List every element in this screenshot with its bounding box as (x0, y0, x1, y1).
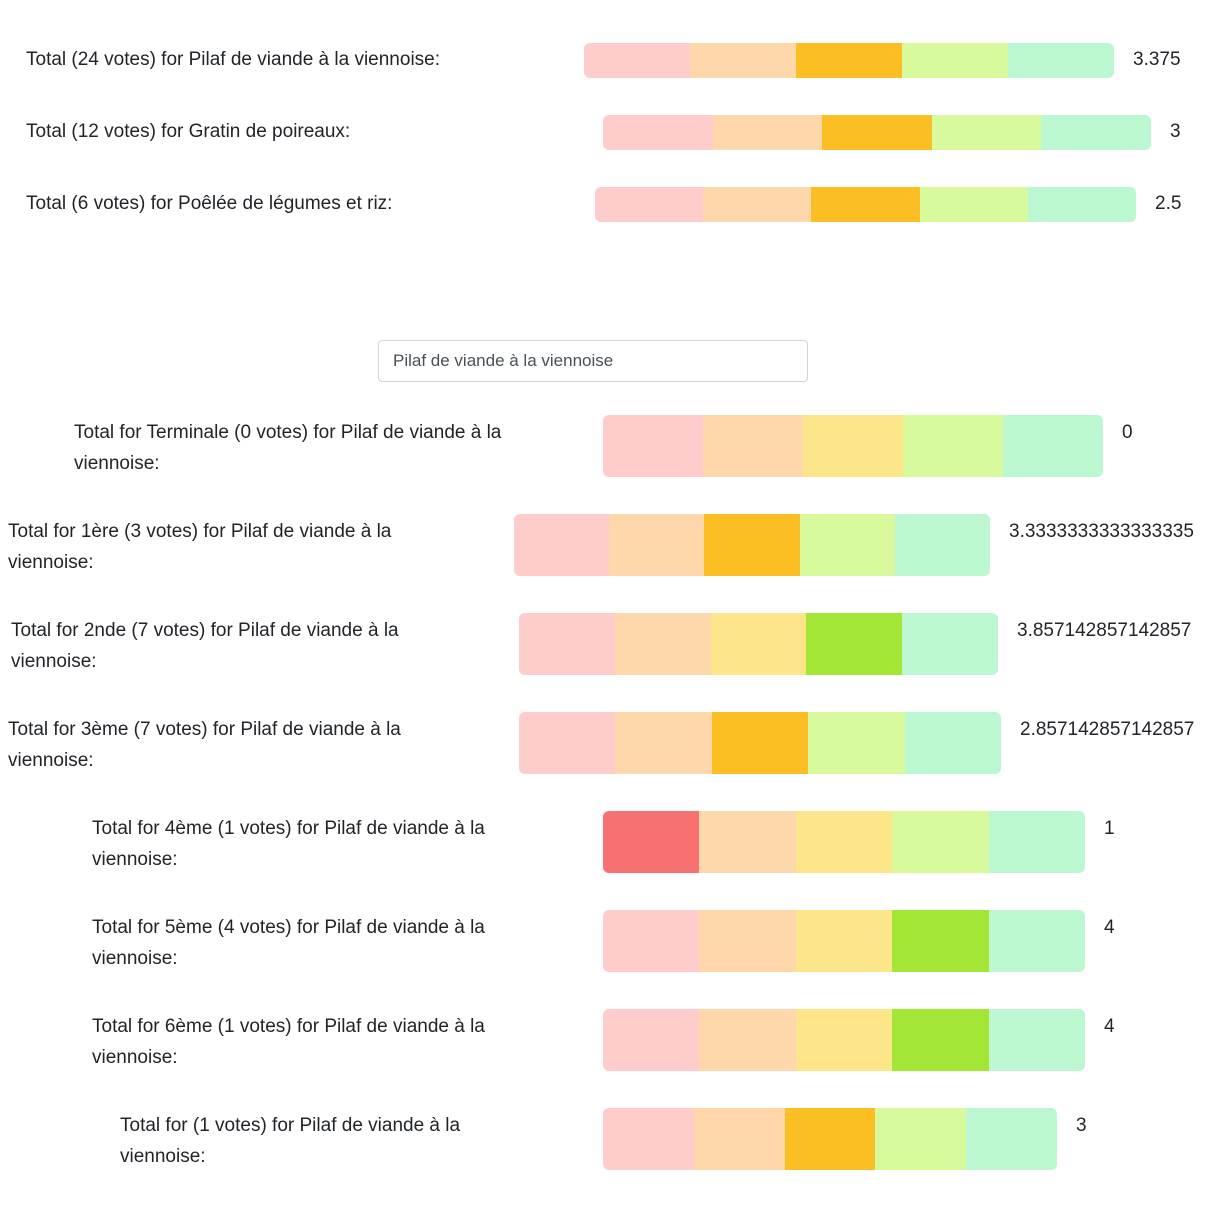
rating-segment (892, 910, 989, 972)
rating-segment (811, 187, 920, 222)
class-total-label: Total for 1ère (3 votes) for Pilaf de vi… (8, 521, 392, 573)
rating-segment (892, 811, 989, 873)
rating-segment (803, 415, 903, 477)
rating-segment (699, 910, 796, 972)
rating-segment (784, 1108, 876, 1170)
class-total-score: 1 (1104, 818, 1115, 839)
rating-segment (808, 712, 905, 774)
rating-segment (603, 1009, 700, 1071)
rating-bar (595, 187, 1136, 222)
rating-segment (712, 115, 823, 150)
rating-segment (931, 115, 1042, 150)
rating-segment (795, 910, 893, 972)
rating-bar (603, 1009, 1085, 1071)
rating-segment (795, 811, 893, 873)
rating-segment (703, 415, 803, 477)
total-score: 3.375 (1133, 49, 1181, 70)
total-score: 2.5 (1155, 193, 1182, 214)
rating-bar (603, 811, 1085, 873)
rating-segment (693, 1108, 785, 1170)
rating-segment (902, 613, 998, 675)
rating-segment (799, 514, 895, 576)
rating-segment (902, 43, 1008, 78)
rating-segment (609, 514, 705, 576)
rating-segment (892, 1009, 989, 1071)
class-total-label: Total for Terminale (0 votes) for Pilaf … (74, 422, 502, 474)
class-total-score: 0 (1122, 422, 1133, 443)
rating-segment (514, 514, 610, 576)
rating-segment (894, 514, 990, 576)
rating-segment (615, 712, 712, 774)
rating-segment (603, 811, 700, 873)
rating-segment (519, 712, 616, 774)
rating-bar (603, 115, 1151, 150)
rating-segment (603, 415, 703, 477)
rating-bar (584, 43, 1114, 78)
total-label: Total (6 votes) for Poêlée de légumes et… (26, 193, 393, 214)
class-total-score: 2.857142857142857 (1020, 719, 1195, 740)
total-label: Total (24 votes) for Pilaf de viande à l… (26, 49, 441, 70)
rating-segment (584, 43, 690, 78)
class-total-label: Total for 5ème (4 votes) for Pilaf de vi… (92, 917, 485, 969)
total-score: 3 (1170, 121, 1181, 142)
rating-segment (1041, 115, 1151, 150)
rating-segment (699, 811, 796, 873)
class-total-score: 4 (1104, 1016, 1115, 1037)
rating-segment (699, 1009, 796, 1071)
rating-segment (595, 187, 704, 222)
rating-segment (903, 415, 1003, 477)
rating-bar (603, 1108, 1057, 1170)
class-total-score: 3 (1076, 1115, 1087, 1136)
rating-segment (796, 43, 902, 78)
rating-segment (1003, 415, 1103, 477)
rating-bar (514, 514, 990, 576)
class-total-label: Total for 2nde (7 votes) for Pilaf de vi… (11, 620, 399, 672)
rating-segment (806, 613, 903, 675)
rating-segment (614, 613, 711, 675)
rating-segment (690, 43, 796, 78)
rating-segment (875, 1108, 967, 1170)
dish-select[interactable]: Pilaf de viande à la viennoise (378, 340, 808, 382)
rating-segment (603, 910, 700, 972)
rating-segment (1008, 43, 1114, 78)
class-total-score: 3.857142857142857 (1017, 620, 1192, 641)
rating-segment (966, 1108, 1057, 1170)
rating-segment (704, 514, 800, 576)
total-label: Total (12 votes) for Gratin de poireaux: (26, 121, 351, 142)
rating-segment (703, 187, 812, 222)
class-total-label: Total for 6ème (1 votes) for Pilaf de vi… (92, 1016, 485, 1068)
rating-segment (822, 115, 932, 150)
rating-bar (603, 910, 1085, 972)
rating-segment (710, 613, 807, 675)
class-total-score: 3.3333333333333335 (1009, 521, 1194, 542)
rating-segment (988, 910, 1085, 972)
rating-bar (519, 712, 1001, 774)
rating-segment (919, 187, 1028, 222)
rating-segment (988, 1009, 1085, 1071)
rating-segment (711, 712, 809, 774)
rating-segment (519, 613, 615, 675)
rating-bar (519, 613, 998, 675)
class-total-label: Total for (1 votes) for Pilaf de viande … (120, 1115, 461, 1167)
class-total-score: 4 (1104, 917, 1115, 938)
rating-segment (1027, 187, 1136, 222)
rating-segment (603, 115, 713, 150)
class-total-label: Total for 4ème (1 votes) for Pilaf de vi… (92, 818, 485, 870)
rating-segment (795, 1009, 893, 1071)
rating-segment (904, 712, 1001, 774)
rating-segment (988, 811, 1085, 873)
rating-bar (603, 415, 1103, 477)
rating-segment (603, 1108, 694, 1170)
class-total-label: Total for 3ème (7 votes) for Pilaf de vi… (8, 719, 401, 771)
